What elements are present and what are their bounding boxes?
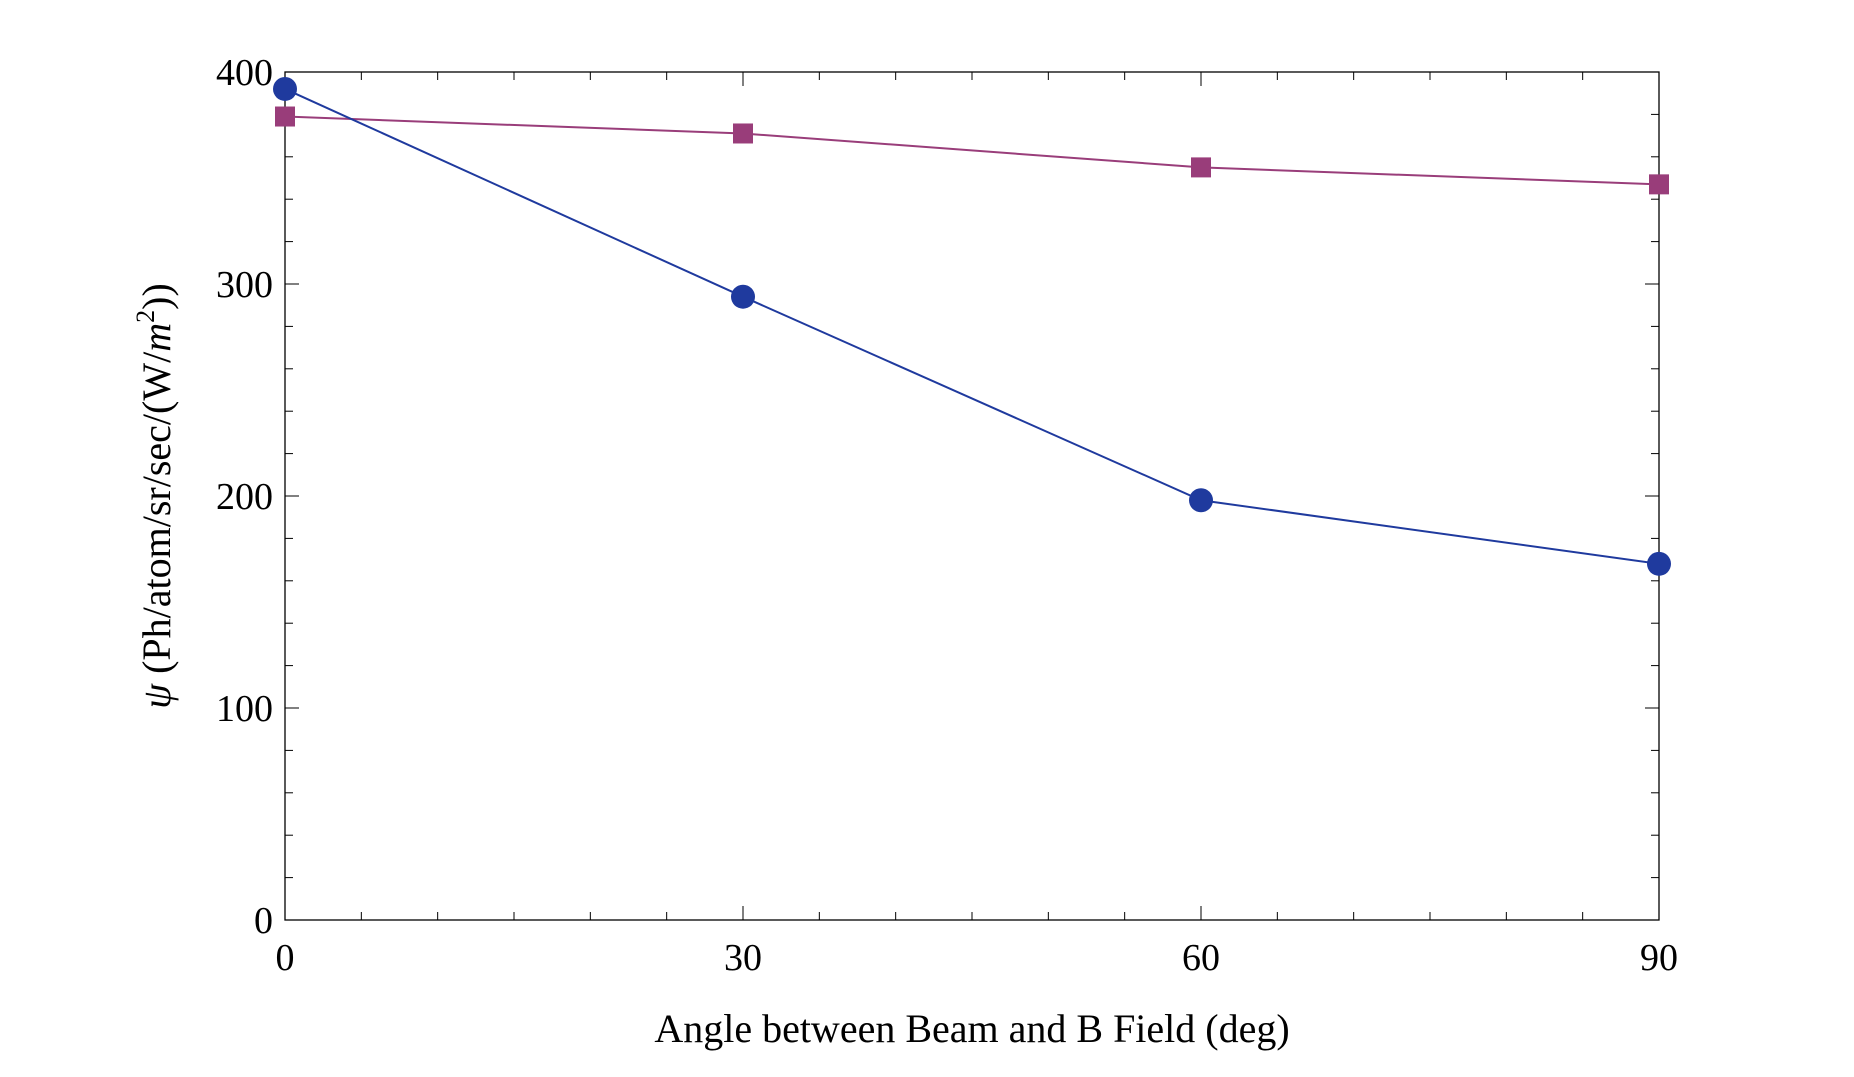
series-1-point: [733, 123, 753, 144]
x-tick-label: 0: [276, 937, 295, 979]
series-2-point: [731, 284, 755, 309]
series-1-line: [284, 115, 1660, 186]
series-2-line: [284, 88, 1660, 565]
y-tick-label: 100: [216, 688, 273, 730]
series-markers: [273, 76, 1671, 576]
y-tick-label: 0: [254, 900, 273, 942]
y-tick-label: 300: [216, 264, 273, 306]
x-tick-label: 60: [1182, 937, 1220, 979]
y-axis-label-symbol: ψ: [134, 683, 179, 709]
series-1-point: [275, 106, 295, 127]
y-axis-label-units: (Ph/atom/sr/sec/(W/: [134, 351, 179, 674]
x-tick-labels: 0 30 60 90: [276, 937, 1679, 979]
x-tick-label: 30: [724, 937, 762, 979]
series-1-point: [1191, 157, 1211, 178]
ticks: [284, 71, 1660, 921]
plot-frame: [284, 71, 1660, 921]
y-axis-label-close: )): [134, 283, 179, 310]
series-lines: [284, 88, 1660, 565]
y-tick-label: 400: [216, 52, 273, 94]
series-2-point: [1189, 488, 1213, 513]
y-axis-label: ψ (Ph/atom/sr/sec/(W/m2)): [131, 283, 179, 709]
x-tick-label: 90: [1640, 937, 1678, 979]
y-tick-label: 200: [216, 476, 273, 518]
y-tick-labels: 0 100 200 300 400: [216, 52, 273, 942]
y-axis-label-unit-var: m: [134, 323, 179, 352]
x-axis-label: Angle between Beam and B Field (deg): [654, 1006, 1289, 1051]
y-axis-label-exponent: 2: [131, 310, 160, 323]
series-2-point: [1647, 551, 1671, 576]
series-2-point: [273, 76, 297, 101]
series-1-point: [1649, 174, 1669, 195]
